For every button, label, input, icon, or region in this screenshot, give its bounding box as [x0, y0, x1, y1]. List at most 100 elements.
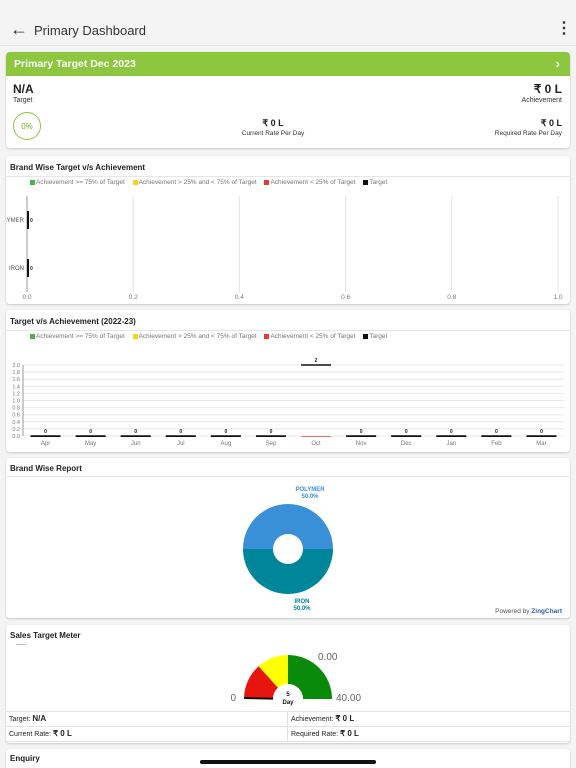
x-tick-label: Jan	[446, 441, 456, 447]
legend-item-high[interactable]: Achievement >= 75% of Target	[30, 179, 125, 186]
bar-data-label: 0	[224, 429, 227, 435]
legend-item-target[interactable]: Target	[363, 333, 387, 340]
x-tick-label: Apr	[41, 441, 50, 447]
pie-label-name: POLYMER	[295, 487, 325, 493]
meter-cell-value: N/A	[32, 714, 47, 723]
x-tick-label: Sep	[266, 441, 277, 447]
gauge-min-label: 0	[230, 693, 236, 704]
x-tick-label: Dec	[401, 441, 412, 447]
powered-by-prefix: Powered by	[495, 608, 532, 615]
bar-data-label: 0	[30, 218, 33, 224]
gauge-red-segment	[244, 666, 278, 699]
gauge-yellow-segment	[258, 655, 288, 688]
meter-cell-value: ₹ 0 L	[340, 729, 359, 738]
meter-achievement: Achievement: ₹ 0 L	[288, 712, 570, 726]
gauge-green-segment	[288, 655, 332, 699]
brand-target-card: Brand Wise Target v/s Achievement Achiev…	[6, 156, 570, 304]
yearly-bar-chart: 0.00.20.40.60.81.0 1.21.41.61.82.0 0 Apr 0 Ma…	[12, 358, 564, 447]
x-tick-label: Jul	[177, 441, 185, 447]
x-tick-label: Mar	[536, 441, 546, 447]
bar-target[interactable]	[27, 259, 29, 277]
legend-label: Achievement > 25% and < 75% of Target	[138, 179, 257, 186]
home-indicator[interactable]	[200, 760, 376, 764]
powered-by[interactable]: Powered by ZingChart	[495, 608, 562, 615]
achievement-percent-circle: 0%	[13, 112, 41, 140]
brand-chart-legend: Achievement >= 75% of Target Achievement…	[30, 179, 393, 186]
y-tick-label: IRON	[9, 266, 24, 272]
x-tick-label: Jun	[131, 441, 141, 447]
legend-label: Achievement < 25% of Target	[270, 179, 356, 186]
meter-summary-table: Target: N/A Achievement: ₹ 0 L Current R…	[6, 711, 570, 742]
yearly-target-card: Target v/s Achievement (2022-23) Achieve…	[6, 310, 570, 452]
y-tick-label: 0.4	[12, 420, 20, 426]
bar-data-label: 0	[89, 429, 92, 435]
x-tick-label: Aug	[221, 441, 232, 447]
more-vertical-icon[interactable]: ⋮	[556, 20, 572, 37]
legend-swatch	[30, 179, 35, 185]
y-tick-label: LYMER	[6, 218, 25, 224]
current-rate-label: Current Rate Per Day	[241, 130, 305, 137]
meter-title: Sales Target Meter	[10, 631, 81, 640]
bar-data-label: 2	[315, 358, 318, 364]
bar-data-label: 0	[270, 429, 273, 435]
achievement-value: ₹ 0 L	[533, 82, 562, 96]
brand-chart-title: Brand Wise Target v/s Achievement	[10, 163, 146, 172]
legend-swatch	[132, 333, 138, 339]
bar-data-label: 0	[540, 429, 543, 435]
y-tick-label: 2.0	[12, 363, 20, 369]
chevron-right-icon[interactable]: ›	[555, 56, 560, 71]
bar-data-label: 0	[134, 429, 137, 435]
meter-cell-value: ₹ 0 L	[335, 714, 355, 723]
legend-item-low[interactable]: Achievement < 25% of Target	[264, 333, 355, 340]
primary-target-card: Primary Target Dec 2023 › N/A Target ₹ 0…	[6, 52, 570, 148]
target-value: N/A	[13, 82, 34, 96]
legend-item-low[interactable]: Achievement < 25% of Target	[264, 179, 355, 186]
meter-cell-label: Required Rate:	[291, 731, 341, 738]
legend-swatch	[264, 333, 270, 339]
bar-target[interactable]	[27, 211, 29, 229]
meter-row: Current Rate: ₹ 0 L Required Rate: ₹ 0 L	[6, 727, 570, 742]
x-tick-label: 0.8	[447, 294, 456, 301]
x-tick-label: Oct	[311, 441, 321, 447]
x-tick-label: 0.4	[235, 294, 244, 301]
meter-dash	[16, 644, 26, 645]
bar-data-label: 0	[450, 429, 453, 435]
primary-target-header[interactable]: Primary Target Dec 2023 ›	[6, 52, 570, 76]
bar-data-label: 0	[495, 429, 498, 435]
legend-label: Achievement > 25% and < 75% of Target	[138, 333, 257, 340]
enquiry-title: Enquiry	[10, 754, 40, 763]
legend-item-target[interactable]: Target	[363, 179, 387, 186]
x-tick-label: May	[85, 441, 96, 447]
y-tick-label: 1.8	[12, 370, 20, 376]
legend-label: Achievement < 25% of Target	[270, 333, 356, 340]
pie-slice-polymer[interactable]	[243, 504, 333, 549]
page-title: Primary Dashboard	[34, 23, 146, 38]
target-label: Target	[13, 97, 33, 104]
meter-cell-label: Target:	[9, 716, 33, 723]
legend-item-high[interactable]: Achievement >= 75% of Target	[30, 333, 125, 340]
legend-label: Achievement >= 75% of Target	[36, 179, 125, 186]
primary-target-title: Primary Target Dec 2023	[14, 58, 136, 70]
meter-cell-label: Current Rate:	[9, 731, 53, 738]
achievement-label: Achievement	[521, 97, 562, 104]
meter-cell-label: Achievement:	[291, 716, 336, 723]
legend-swatch	[363, 179, 369, 185]
pie-slice-iron[interactable]	[243, 549, 333, 594]
enquiry-card[interactable]: Enquiry	[6, 749, 570, 768]
legend-item-mid[interactable]: Achievement > 25% and < 75% of Target	[132, 179, 257, 186]
x-tick-label: Nov	[356, 441, 367, 447]
bar-data-label: 0	[360, 429, 363, 435]
y-tick-label: 0.0	[12, 434, 20, 440]
required-rate-value: ₹ 0 L	[540, 118, 562, 128]
brand-report-title: Brand Wise Report	[10, 464, 82, 473]
x-tick-label: 0.2	[129, 294, 138, 301]
arrow-left-icon[interactable]: ←	[10, 18, 28, 39]
y-tick-label: 0.6	[12, 413, 20, 419]
zingchart-brand: ZingChart	[531, 608, 562, 615]
sales-gauge: 5 Day 0 40.00 0.00	[230, 652, 361, 711]
bar-data-label: 0	[405, 429, 408, 435]
y-tick-label: 0.2	[12, 427, 20, 433]
legend-item-mid[interactable]: Achievement > 25% and < 75% of Target	[132, 333, 257, 340]
current-rate-value: ₹ 0 L	[262, 118, 284, 128]
